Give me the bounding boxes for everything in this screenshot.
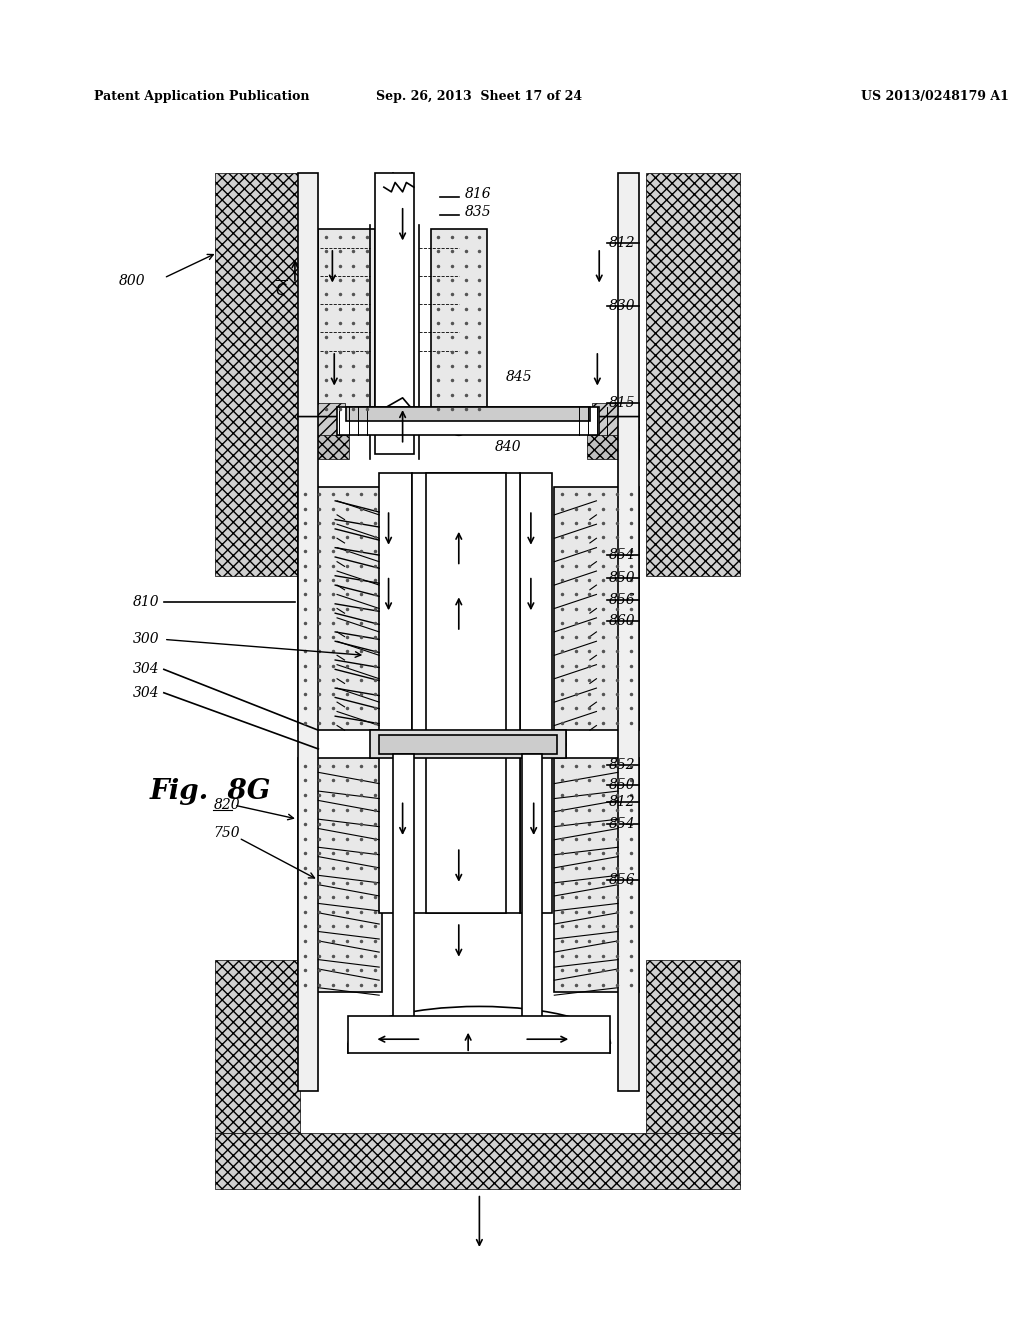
Text: 850: 850 (608, 570, 635, 585)
Bar (298, 436, 349, 458)
Bar (426, 473, 506, 913)
Bar (375, 173, 414, 454)
Text: 860: 860 (608, 614, 635, 628)
Text: 830: 830 (608, 300, 635, 313)
Bar (587, 436, 639, 458)
Text: 815: 815 (608, 396, 635, 409)
Text: 816: 816 (465, 186, 492, 201)
Bar (298, 403, 344, 440)
Text: 750: 750 (213, 826, 240, 841)
Bar (348, 1016, 610, 1053)
Bar (521, 754, 542, 1044)
Bar (431, 230, 486, 417)
Bar (337, 407, 599, 436)
Text: $\overline{C}$: $\overline{C}$ (274, 280, 287, 300)
Text: 820: 820 (213, 799, 240, 812)
Text: 854: 854 (608, 548, 635, 562)
Text: US 2013/0248179 A1: US 2013/0248179 A1 (861, 90, 1010, 103)
Bar (318, 230, 375, 417)
Text: 812: 812 (608, 236, 635, 251)
Bar (370, 730, 566, 758)
Bar (412, 473, 519, 913)
Bar (215, 173, 300, 576)
Text: Sep. 26, 2013  Sheet 17 of 24: Sep. 26, 2013 Sheet 17 of 24 (377, 90, 583, 103)
Text: 854: 854 (608, 817, 635, 830)
Text: 856: 856 (608, 873, 635, 887)
Bar (370, 730, 417, 758)
Bar (379, 735, 557, 754)
Bar (554, 487, 639, 730)
Text: Fig.  8G: Fig. 8G (150, 777, 271, 805)
Bar (298, 173, 318, 1090)
Bar (592, 403, 639, 440)
Bar (646, 173, 739, 576)
Text: 852: 852 (608, 758, 635, 772)
Bar (215, 960, 300, 1133)
Text: 850: 850 (608, 777, 635, 792)
Text: 835: 835 (465, 206, 492, 219)
Text: 810: 810 (132, 595, 159, 609)
Bar (346, 407, 590, 421)
Bar (519, 473, 552, 913)
Bar (646, 960, 739, 1133)
Text: 845: 845 (506, 370, 532, 384)
Text: 812: 812 (608, 796, 635, 809)
Bar (554, 758, 639, 993)
Text: 856: 856 (608, 593, 635, 607)
Bar (215, 1133, 739, 1189)
Bar (393, 754, 414, 1044)
Bar (519, 730, 566, 758)
Text: 300: 300 (132, 632, 159, 647)
Bar (617, 173, 639, 1090)
Text: 304: 304 (132, 686, 159, 700)
Bar (298, 758, 382, 993)
Text: 800: 800 (119, 273, 145, 288)
Text: 840: 840 (495, 440, 521, 454)
Text: Patent Application Publication: Patent Application Publication (93, 90, 309, 103)
Bar (379, 473, 412, 913)
Text: 304: 304 (132, 663, 159, 676)
Bar (298, 487, 382, 730)
